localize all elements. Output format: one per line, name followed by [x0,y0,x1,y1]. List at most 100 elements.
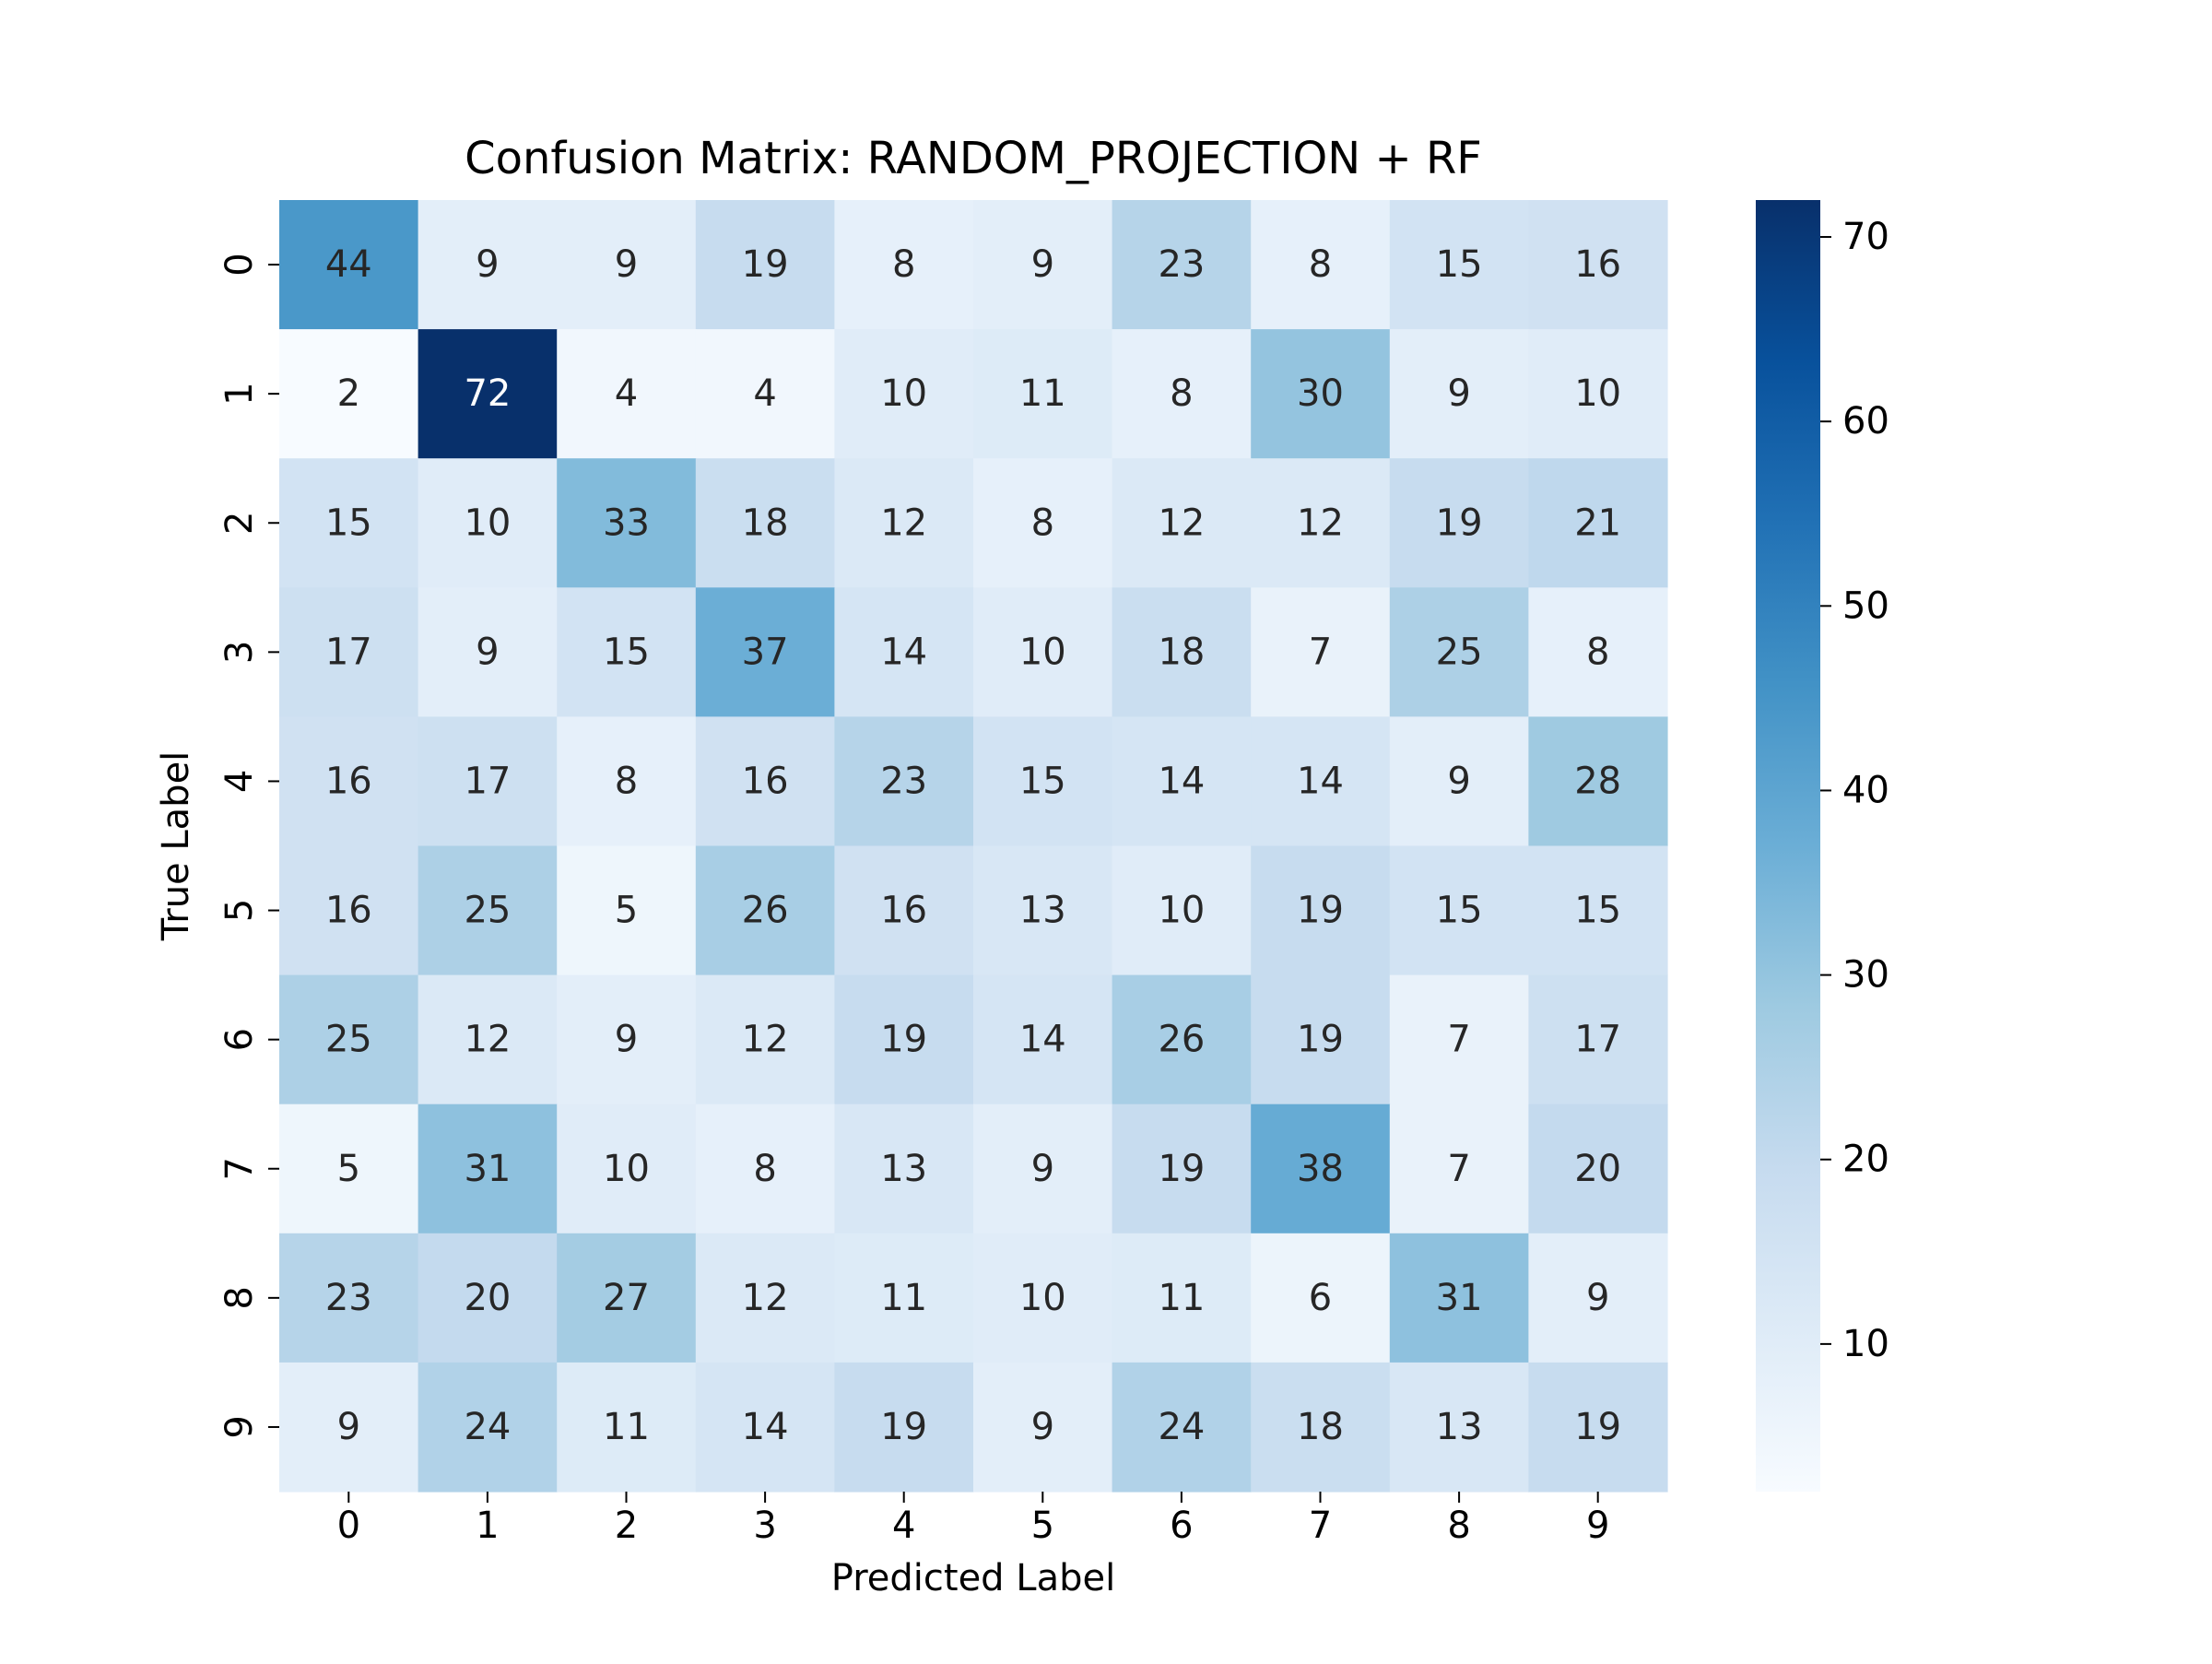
heatmap-cell [279,329,419,459]
y-axis: 0 1 2 3 4 5 6 7 8 9 [218,253,279,1439]
heatmap-cell [557,1362,697,1493]
cell-value-label: 8 [615,760,638,802]
cell-value-label: 25 [1436,631,1483,673]
heatmap-cell [1389,974,1529,1105]
y-tick-label: 2 [218,512,261,535]
cell-value-label: 9 [1031,243,1054,286]
heatmap-cell [557,1233,697,1363]
y-tick-label: 1 [218,382,261,405]
cell-value-label: 33 [603,502,650,544]
heatmap-cell [834,1103,974,1234]
cell-value-label: 15 [1436,890,1483,932]
heatmap-cell [279,716,419,847]
heatmap-cell [1112,200,1252,330]
y-tick-label: 8 [218,1286,261,1309]
cell-value-label: 23 [1158,243,1205,286]
heatmap-cell [834,1362,974,1493]
cell-value-label: 19 [1574,1406,1621,1448]
heatmap-cells [279,200,1668,1493]
cell-value-label: 9 [1031,1148,1054,1190]
x-tick-label: 2 [615,1505,638,1547]
heatmap-cell [973,329,1113,459]
heatmap-cell [1251,974,1391,1105]
heatmap-cell [973,1233,1113,1363]
heatmap-cell [834,974,974,1105]
cell-value-label: 7 [1447,1148,1470,1190]
cell-value-label: 7 [1447,1019,1470,1061]
cell-value-label: 24 [464,1406,511,1448]
heatmap-cell [418,974,558,1105]
heatmap-cell [1112,1362,1252,1493]
colorbar-tick-label: 50 [1842,584,1889,627]
heatmap-cell [973,200,1113,330]
heatmap-cell [557,587,697,717]
x-tick-label: 6 [1170,1505,1193,1547]
heatmap-cell [695,1233,835,1363]
heatmap-cell [279,1362,419,1493]
cell-value-label: 23 [880,760,927,802]
colorbar-tick-label: 30 [1842,954,1889,997]
heatmap-cell [279,200,419,330]
heatmap-cell [695,587,835,717]
cell-value-label: 19 [1158,1148,1205,1190]
cell-value-label: 9 [1447,760,1470,802]
cell-value-label: 14 [742,1406,789,1448]
cell-value-label: 18 [1297,1406,1344,1448]
cell-value-label: 28 [1574,760,1621,802]
heatmap-cell [973,1362,1113,1493]
heatmap-cell [557,845,697,976]
heatmap-cell [1251,1103,1391,1234]
heatmap-cell [834,716,974,847]
heatmap-cell [418,329,558,459]
heatmap-cell [834,200,974,330]
cell-value-label: 21 [1574,502,1621,544]
x-axis-label: Predicted Label [831,1557,1115,1599]
cell-value-label: 16 [325,890,372,932]
heatmap-cell [1389,845,1529,976]
y-axis-label: True Label [155,751,197,942]
heatmap-cell [1389,458,1529,588]
cell-value-label: 13 [1436,1406,1483,1448]
heatmap-cell [1112,974,1252,1105]
cell-value-label: 12 [1297,502,1344,544]
cell-value-label: 26 [1158,1019,1205,1061]
cell-value-label: 11 [1158,1277,1205,1319]
x-tick-label: 9 [1586,1505,1609,1547]
cell-value-label: 19 [1436,502,1483,544]
cell-value-label: 4 [753,372,776,415]
colorbar-tick-label: 10 [1842,1323,1889,1365]
heatmap-cell [1528,1362,1668,1493]
cell-value-label: 19 [742,243,789,286]
cell-value-label: 10 [464,502,511,544]
heatmap-cell [418,1233,558,1363]
heatmap-cell [1528,329,1668,459]
cell-value-label: 15 [325,502,372,544]
heatmap-cell [1389,329,1529,459]
heatmap-cell [834,329,974,459]
heatmap-cell [695,845,835,976]
heatmap-cell [695,1103,835,1234]
cell-value-label: 44 [325,243,372,286]
cell-value-label: 5 [615,890,638,932]
heatmap-cell [418,200,558,330]
heatmap-cell [279,1233,419,1363]
cell-value-label: 12 [464,1019,511,1061]
x-tick-label: 5 [1031,1505,1054,1547]
cell-value-label: 11 [603,1406,650,1448]
cell-value-label: 31 [1436,1277,1483,1319]
heatmap-cell [1389,1103,1529,1234]
cell-value-label: 38 [1297,1148,1344,1190]
heatmap-cell [1528,1103,1668,1234]
heatmap-cell [279,845,419,976]
heatmap-cell [1528,974,1668,1105]
cell-value-label: 16 [1574,243,1621,286]
cell-value-label: 15 [1436,243,1483,286]
colorbar: 10 20 30 40 50 60 70 [1756,200,1889,1492]
cell-value-label: 14 [1297,760,1344,802]
colorbar-tick-label: 70 [1842,216,1889,258]
y-tick-label: 0 [218,253,261,276]
x-tick-label: 7 [1309,1505,1332,1547]
cell-value-label: 20 [464,1277,511,1319]
heatmap-cell [1112,1233,1252,1363]
cell-value-label: 10 [1019,1277,1066,1319]
